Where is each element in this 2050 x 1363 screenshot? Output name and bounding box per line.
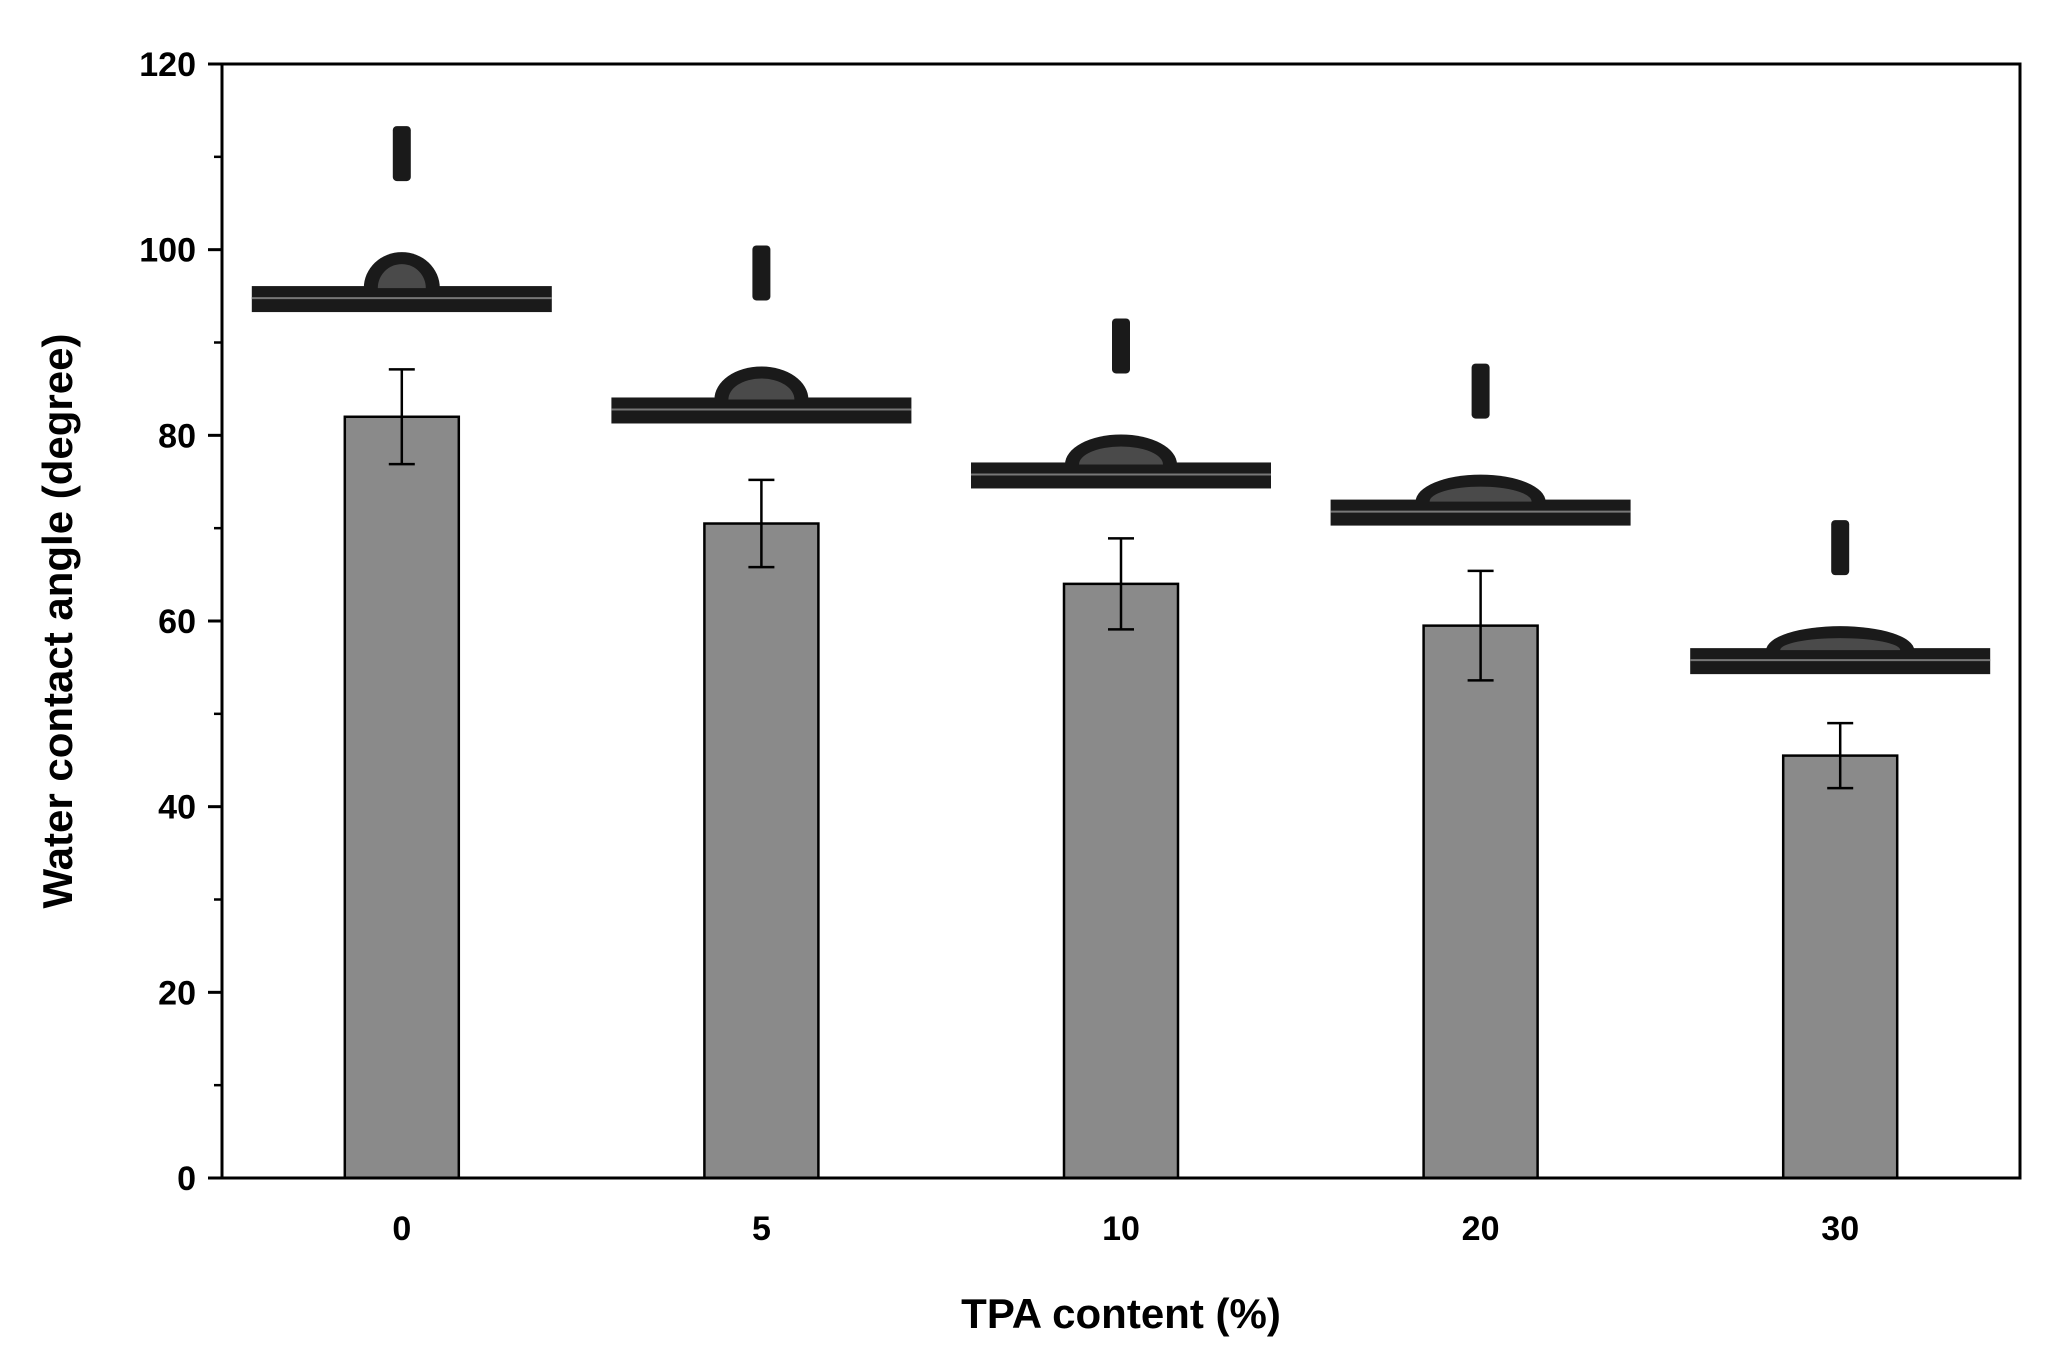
- y-axis-title: Water contact angle (degree): [34, 334, 81, 909]
- droplet-photo: [611, 245, 912, 424]
- droplet-reflection: [1079, 446, 1163, 465]
- syringe-needle: [1112, 318, 1130, 374]
- x-tick-label: 30: [1821, 1210, 1859, 1248]
- droplet-reflection: [728, 378, 795, 400]
- syringe-needle: [392, 126, 411, 182]
- bar: [703, 522, 820, 1180]
- droplet-reflection: [1429, 486, 1532, 502]
- droplet-photo: [971, 318, 1271, 489]
- syringe-needle: [752, 245, 771, 301]
- y-tick-label: 40: [158, 789, 196, 827]
- error-bars: [388, 368, 1854, 790]
- syringe-needle: [1831, 520, 1850, 576]
- bar: [1062, 582, 1180, 1180]
- droplet-photo: [251, 126, 552, 313]
- bar: [1781, 754, 1899, 1180]
- x-axis-title: TPA content (%): [961, 1290, 1281, 1337]
- y-tick-label: 0: [177, 1160, 196, 1198]
- bar: [343, 415, 461, 1180]
- syringe-needle: [1471, 363, 1490, 419]
- droplet-photos: [251, 126, 1991, 675]
- x-axis: 0 5 10 20 30: [392, 1210, 1859, 1248]
- y-tick-label: 120: [139, 46, 196, 84]
- y-tick-label: 80: [158, 417, 196, 455]
- droplet-photo: [1330, 363, 1631, 526]
- y-tick-label: 100: [139, 232, 196, 270]
- droplet-reflection: [377, 264, 426, 289]
- y-axis: 0 20 40 60 80 100 120: [139, 46, 222, 1198]
- x-tick-label: 20: [1462, 1210, 1500, 1248]
- bar-series: [343, 415, 1899, 1180]
- y-tick-label: 20: [158, 974, 196, 1012]
- droplet-reflection: [1780, 638, 1901, 651]
- x-tick-label: 0: [392, 1210, 411, 1248]
- droplet-photo: [1690, 520, 1991, 675]
- x-tick-label: 5: [752, 1210, 771, 1248]
- x-tick-label: 10: [1102, 1210, 1140, 1248]
- bar: [1422, 624, 1539, 1180]
- y-tick-label: 60: [158, 603, 196, 641]
